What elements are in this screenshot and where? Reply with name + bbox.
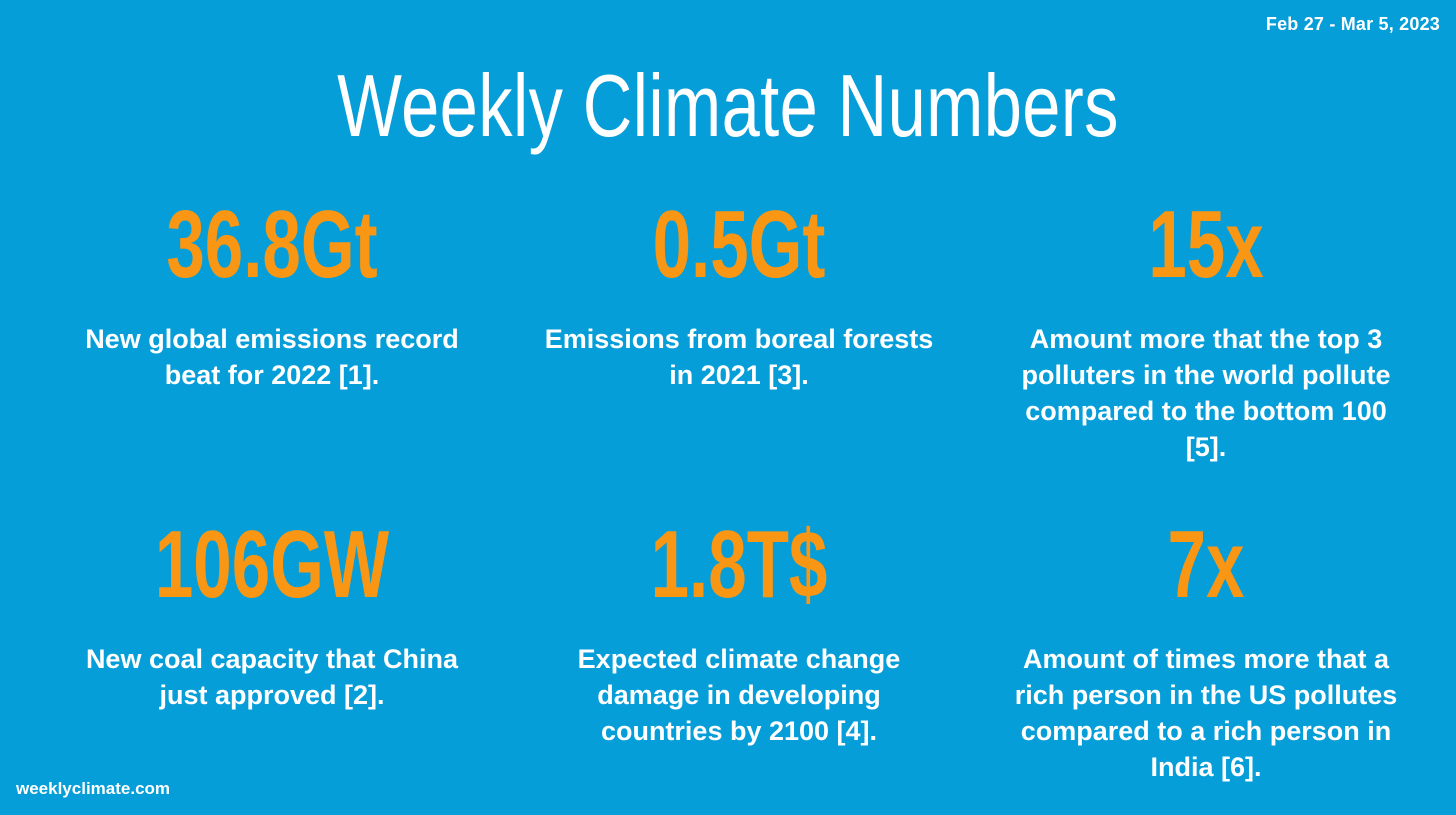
stat-value: 15x <box>1148 191 1264 298</box>
stat-description: New coal capacity that China just approv… <box>85 644 459 710</box>
stat-description: Expected climate change damage in develo… <box>577 644 901 746</box>
stat-card: 15x Amount more that the top 3 polluters… <box>986 197 1426 465</box>
site-url: weeklyclimate.com <box>16 779 171 798</box>
stat-value: 0.5Gt <box>652 191 826 298</box>
stat-value: 1.8T$ <box>650 511 828 618</box>
stat-value: 106GW <box>154 511 390 618</box>
stat-description: Amount of times more that a rich person … <box>1014 644 1398 782</box>
stat-card: 36.8Gt New global emissions record beat … <box>52 197 492 393</box>
stat-value: 36.8Gt <box>166 191 378 298</box>
stat-description: Emissions from boreal forests in 2021 [3… <box>544 324 934 390</box>
stat-value: 7x <box>1167 511 1245 618</box>
page-title: Weekly Climate Numbers <box>337 56 1119 155</box>
stat-card: 0.5Gt Emissions from boreal forests in 2… <box>519 197 959 393</box>
stat-description: Amount more that the top 3 polluters in … <box>1021 324 1391 462</box>
stat-description: New global emissions record beat for 202… <box>85 324 459 390</box>
stat-card: 7x Amount of times more that a rich pers… <box>986 517 1426 785</box>
stat-card: 106GW New coal capacity that China just … <box>52 517 492 713</box>
stat-card: 1.8T$ Expected climate change damage in … <box>519 517 959 749</box>
date-range: Feb 27 - Mar 5, 2023 <box>1265 14 1440 34</box>
